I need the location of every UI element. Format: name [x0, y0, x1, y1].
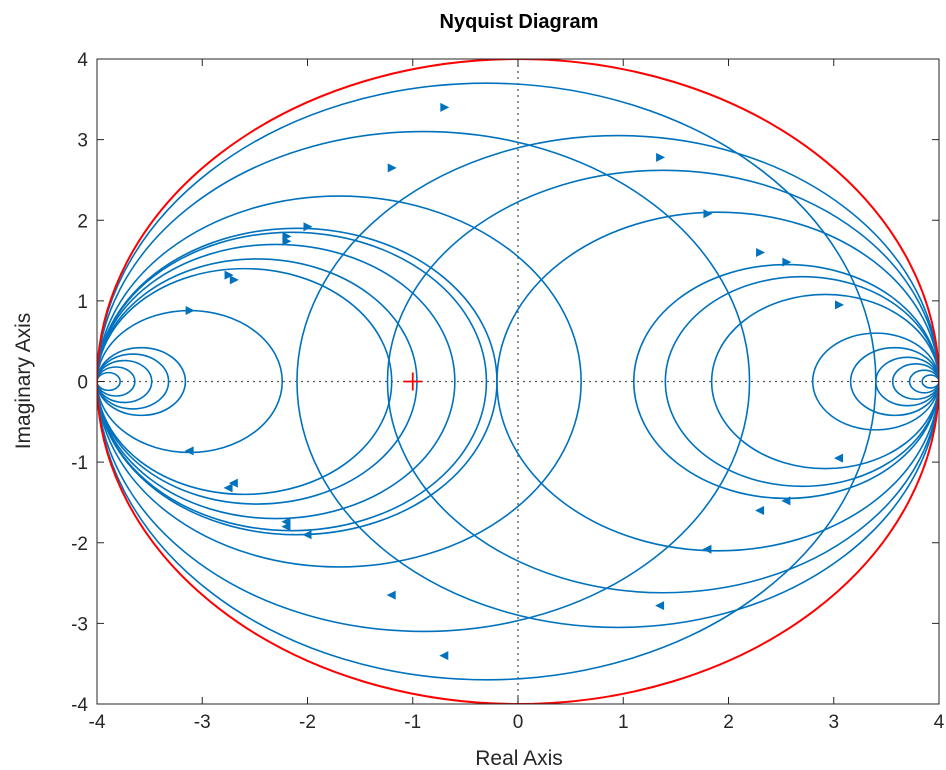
direction-arrow-24	[781, 496, 791, 506]
nyquist-curve-1	[97, 353, 170, 410]
direction-arrow-22	[702, 544, 712, 554]
nyquist-curve-18	[664, 275, 939, 488]
x-tick-label-0: -4	[89, 712, 106, 733]
nyquist-curve-9	[97, 231, 488, 532]
direction-arrow-23	[755, 506, 765, 515]
direction-arrow-15	[302, 530, 312, 540]
chart-title: Nyquist Diagram	[440, 11, 599, 33]
direction-arrow-13	[439, 651, 449, 661]
x-tick-label-5: 1	[618, 712, 629, 733]
direction-arrow-9	[703, 209, 713, 219]
nyquist-curve-0	[97, 346, 187, 417]
y-tick-label-4: 0	[77, 373, 88, 394]
y-tick-label-1: -3	[71, 614, 88, 635]
nyquist-curve-2	[97, 359, 153, 404]
nyquist-curve-19	[710, 293, 939, 470]
critical-point-marker	[403, 372, 422, 391]
y-tick-label-0: -4	[71, 695, 88, 716]
x-tick-label-1: -3	[194, 712, 211, 733]
y-tick-label-6: 2	[77, 211, 88, 232]
x-tick-label-2: -2	[299, 712, 316, 733]
nyquist-curve-24	[908, 369, 939, 394]
nyquist-curve-8	[97, 243, 456, 520]
direction-arrow-6	[229, 275, 239, 285]
direction-arrow-0	[440, 102, 450, 112]
x-tick-label-7: 3	[828, 712, 839, 733]
direction-arrow-25	[834, 453, 844, 463]
direction-arrow-17	[281, 517, 291, 527]
x-tick-label-3: -1	[404, 712, 421, 733]
direction-arrow-4	[282, 236, 292, 246]
direction-arrow-14	[386, 590, 396, 600]
x-axis-label: Real Axis	[475, 747, 563, 770]
tick-labels: -4 -3 -2 -1 0 1 2 3 4 -4 -3 -2 -1 0 1 2 3 4	[71, 50, 945, 733]
direction-arrow-18	[223, 483, 233, 493]
x-tick-label-6: 2	[723, 712, 734, 733]
nyquist-curve-12	[97, 130, 751, 633]
direction-arrow-20	[184, 446, 194, 456]
nyquist-curve-15	[296, 134, 939, 629]
direction-arrow-8	[656, 152, 666, 162]
nyquist-curve-3	[97, 366, 136, 397]
y-tick-label-5: 1	[77, 292, 88, 313]
nyquist-curve-6	[97, 267, 393, 496]
direction-arrow-11	[782, 257, 792, 267]
y-tick-label-3: -1	[71, 453, 88, 474]
nyquist-curve-4	[97, 371, 121, 392]
nyquist-curve-14	[386, 169, 939, 594]
y-axis-label: Imaginary Axis	[12, 313, 35, 450]
direction-arrow-1	[387, 163, 397, 173]
plot-area	[97, 59, 939, 704]
direction-arrow-12	[835, 300, 845, 310]
x-tick-label-4: 0	[513, 712, 524, 733]
y-tick-label-8: 4	[77, 50, 88, 71]
direction-arrow-10	[756, 248, 766, 257]
x-tick-label-8: 4	[934, 712, 945, 733]
direction-arrow-21	[655, 601, 665, 611]
y-tick-label-2: -2	[71, 534, 88, 555]
nyquist-curve-25	[921, 374, 939, 389]
direction-arrow-2	[303, 222, 313, 232]
direction-arrow-7	[185, 306, 195, 316]
y-tick-label-7: 3	[77, 131, 88, 152]
direction-arrow-5	[224, 270, 234, 280]
direction-arrow-19	[228, 478, 238, 488]
